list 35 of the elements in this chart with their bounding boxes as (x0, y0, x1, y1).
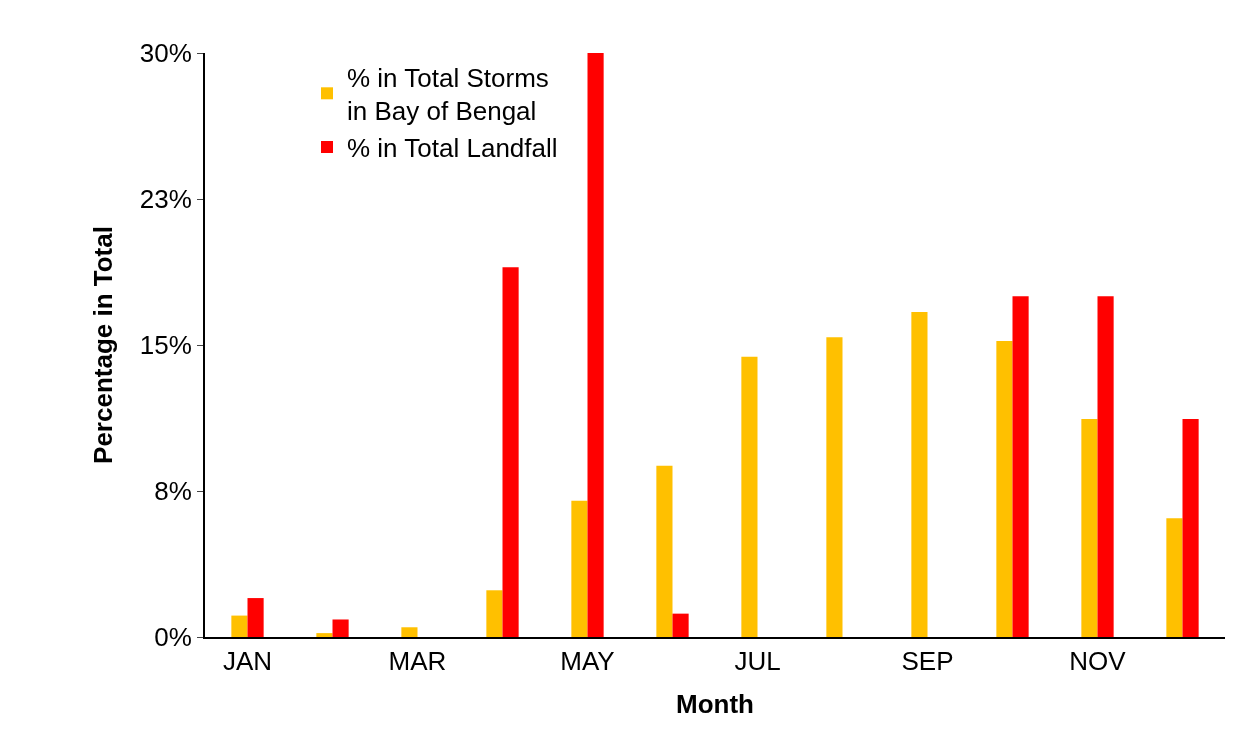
y-tick-label: 8% (154, 476, 192, 507)
x-tick-label: MAR (388, 646, 447, 677)
bar (911, 311, 928, 637)
bar (486, 590, 503, 637)
bar (231, 615, 248, 637)
bar (1166, 518, 1183, 637)
bar (502, 267, 519, 637)
bar (401, 627, 418, 637)
bar (826, 337, 843, 637)
x-tick-label: SEP (901, 646, 954, 677)
bar (1012, 296, 1029, 637)
x-tick-label: JUL (734, 646, 781, 677)
bar (1081, 418, 1098, 637)
bar (316, 633, 333, 637)
bar (672, 613, 689, 637)
bar (1097, 296, 1114, 637)
x-tick-label: MAY (560, 646, 615, 677)
bar (332, 619, 349, 637)
bar (741, 356, 758, 637)
x-tick-label: NOV (1069, 646, 1127, 677)
x-axis-title: Month (676, 689, 754, 720)
bar (587, 53, 604, 637)
bar (656, 465, 673, 637)
y-tick-label: 0% (154, 622, 192, 653)
bar (247, 598, 264, 637)
legend-label: % in Total Landfall (347, 133, 558, 164)
y-axis-title: Percentage in Total (87, 226, 118, 464)
bar (571, 500, 588, 637)
y-tick-label: 23% (139, 184, 192, 215)
legend-label: % in Total Storms in Bay of Bengal (347, 62, 549, 127)
y-tick-label: 15% (139, 330, 192, 361)
bar (1182, 418, 1199, 637)
bar (996, 341, 1013, 637)
x-tick-label: JAN (222, 646, 273, 677)
y-tick-label: 30% (139, 38, 192, 69)
